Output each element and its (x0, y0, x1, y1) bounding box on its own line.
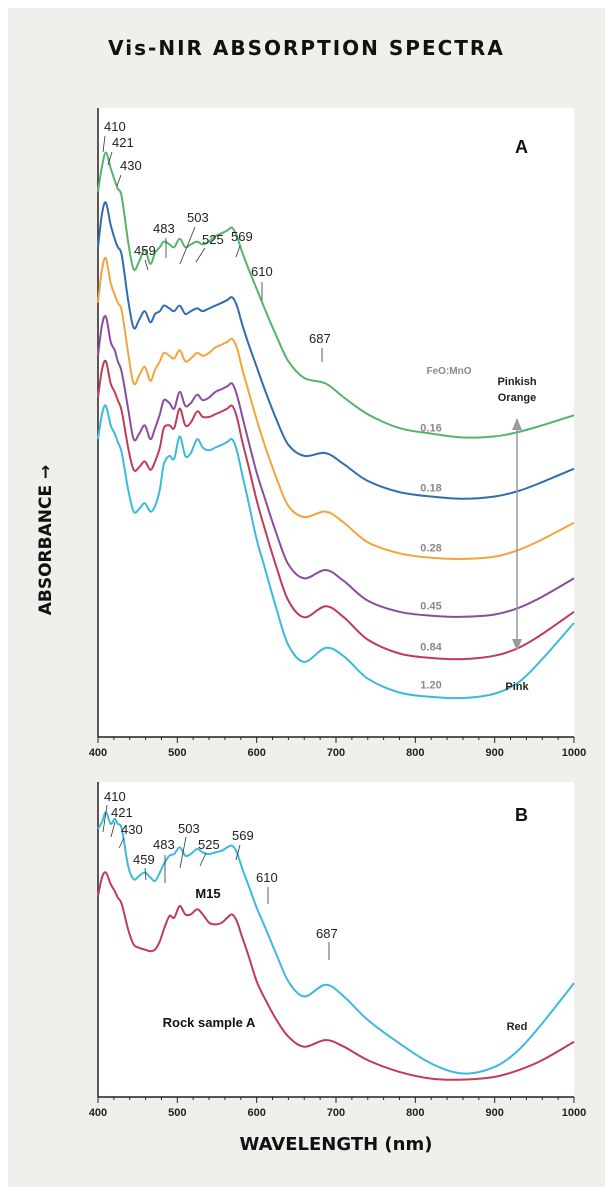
series-ratio-label: 0.84 (420, 642, 442, 654)
peak-leader-line (110, 821, 116, 838)
legend-title: FeO:MnO (427, 366, 472, 377)
peak-label: 610 (256, 870, 278, 885)
x-tick-label: 800 (406, 1107, 424, 1119)
peak-label: 525 (202, 232, 224, 247)
series-line-rock-sample-a (97, 871, 575, 1081)
peak-leader-line (195, 247, 206, 263)
peak-label: 503 (178, 821, 200, 836)
peak-leader-line (118, 837, 125, 849)
panel-letter: A (515, 137, 528, 157)
peak-label: 459 (133, 852, 155, 867)
x-tick-label: 400 (89, 747, 107, 759)
peak-label: 459 (134, 243, 156, 258)
range-arrow-down-head (512, 639, 522, 651)
peak-label: 421 (112, 135, 134, 150)
x-tick-label: 1000 (562, 747, 586, 759)
plot-area (98, 782, 574, 1097)
x-tick-label: 900 (485, 1107, 503, 1119)
series-line-1-20 (97, 404, 575, 700)
peak-label: 503 (187, 210, 209, 225)
y-axis-label: ABSORBANCE → (36, 465, 56, 616)
peak-leader-line (102, 804, 108, 833)
series-ratio-label: 0.45 (420, 601, 441, 613)
series-line-0-18 (97, 201, 575, 500)
x-tick-label: 600 (247, 1107, 265, 1119)
peak-label: 410 (104, 789, 126, 804)
peak-label: 410 (104, 119, 126, 134)
peak-leader-line (179, 836, 187, 869)
peak-label: 687 (309, 331, 331, 346)
peak-leader-line (102, 135, 106, 153)
plot-area (98, 108, 574, 737)
peak-label: 569 (232, 828, 254, 843)
series-ratio-label: 0.18 (420, 483, 441, 495)
x-tick-label: 400 (89, 1107, 107, 1119)
peak-label: 430 (120, 158, 142, 173)
peak-leader-line (235, 245, 241, 258)
x-tick-label: 500 (168, 747, 186, 759)
series-ratio-label: 1.20 (420, 680, 441, 692)
series-line-0-45 (97, 314, 575, 618)
series-ratio-label: 0.16 (420, 422, 441, 434)
y-axis-label-text: ABSORBANCE (36, 484, 56, 616)
series-ratio-label: 0.28 (420, 543, 441, 555)
peak-label: 430 (121, 822, 143, 837)
x-tick-label: 600 (247, 747, 265, 759)
panel-letter: B (515, 805, 528, 825)
series-name-label: M15 (195, 886, 220, 901)
x-tick-label: 700 (327, 1107, 345, 1119)
peak-label: 483 (153, 837, 175, 852)
y-axis-arrow-icon: → (36, 464, 56, 479)
range-bottom-label: Pink (505, 681, 529, 693)
peak-leader-line (116, 174, 122, 187)
peak-leader-line (144, 259, 149, 271)
annotation-label: Red (507, 1021, 528, 1033)
series-name-label: Rock sample A (163, 1015, 256, 1030)
peak-label: 569 (231, 229, 253, 244)
peak-label: 421 (111, 805, 133, 820)
peak-label: 687 (316, 926, 338, 941)
peak-label: 525 (198, 837, 220, 852)
x-axis-label: WAVELENGTH (nm) (239, 1134, 433, 1155)
peak-leader-line (144, 867, 147, 881)
range-top-label: Orange (498, 392, 537, 404)
series-line-0-16 (97, 151, 575, 439)
y-axis-label-wrap: ABSORBANCE → (33, 440, 59, 640)
peak-label: 610 (251, 264, 273, 279)
peak-leader-line (235, 844, 241, 861)
x-tick-label: 1000 (562, 1107, 586, 1119)
peak-leader-line (107, 151, 113, 166)
range-top-label: Pinkish (497, 376, 536, 388)
x-tick-label: 900 (485, 747, 503, 759)
peak-label: 483 (153, 221, 175, 236)
x-tick-label: 500 (168, 1107, 186, 1119)
series-line-0-84 (97, 359, 575, 661)
x-tick-label: 700 (327, 747, 345, 759)
range-arrow-up-head (512, 418, 522, 430)
peak-leader-line (179, 226, 196, 265)
peak-leader-line (199, 852, 207, 867)
chart-title: Vis-NIR ABSORPTION SPECTRA (108, 36, 505, 60)
x-tick-label: 800 (406, 747, 424, 759)
series-line-0-28 (97, 256, 575, 560)
series-line-m15 (97, 811, 575, 1075)
